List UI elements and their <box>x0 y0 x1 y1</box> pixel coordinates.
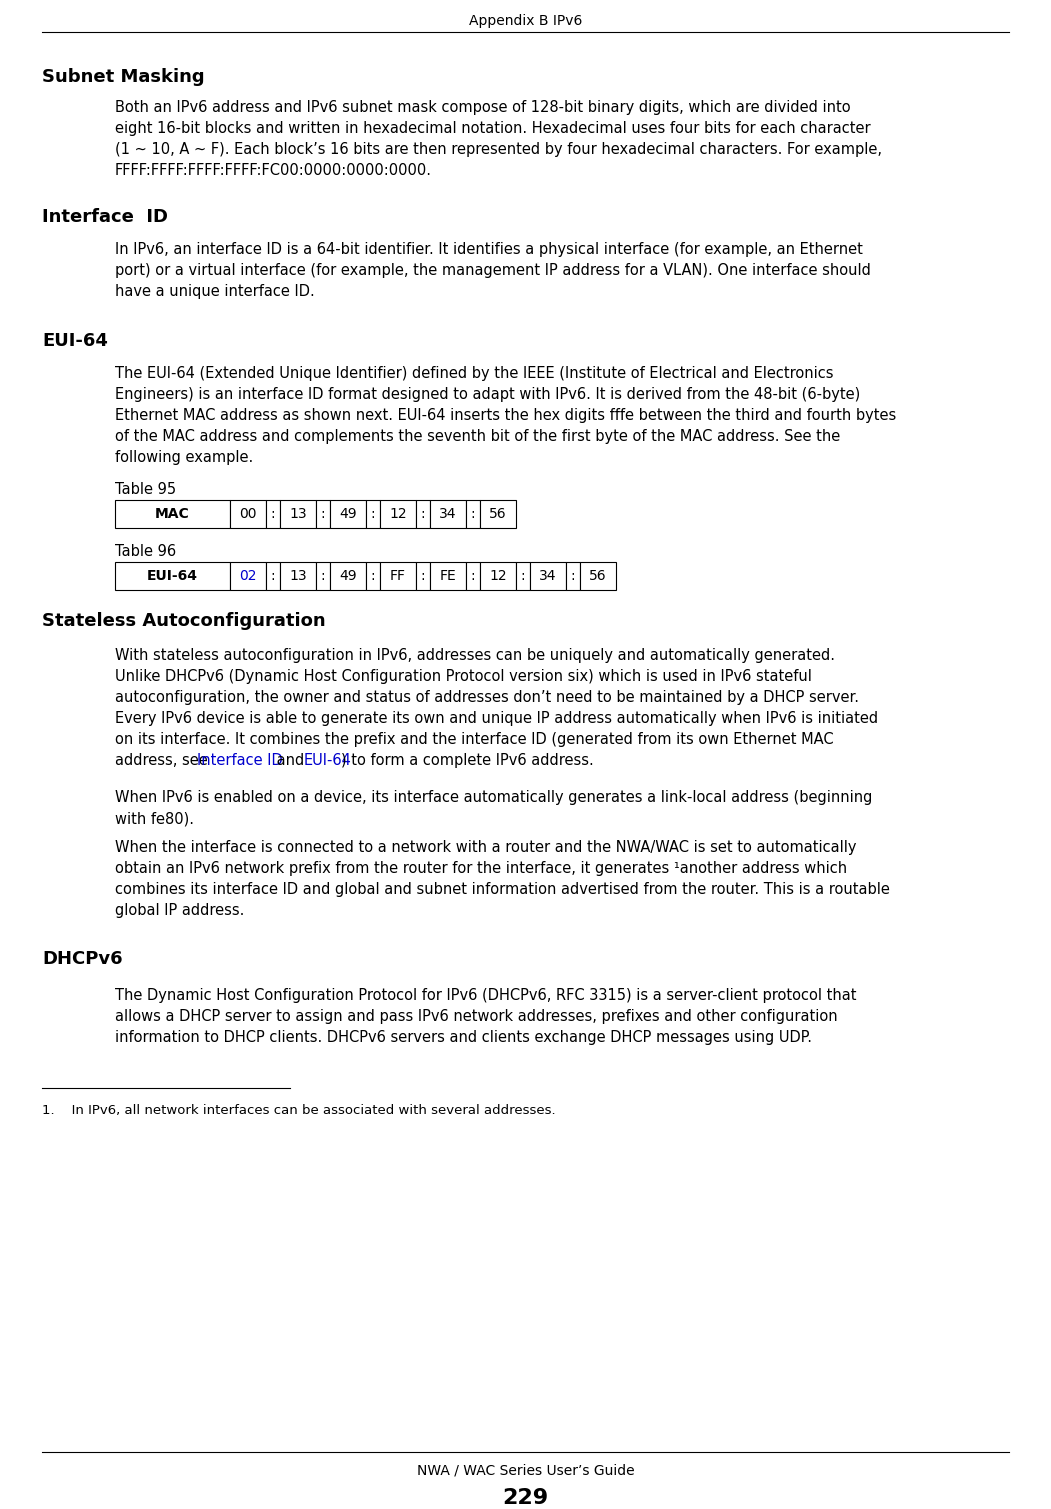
Text: The EUI-64 (Extended Unique Identifier) defined by the IEEE (Institute of Electr: The EUI-64 (Extended Unique Identifier) … <box>115 367 833 380</box>
Text: :: : <box>420 507 426 521</box>
Text: Engineers) is an interface ID format designed to adapt with IPv6. It is derived : Engineers) is an interface ID format des… <box>115 386 861 401</box>
Bar <box>566 561 580 590</box>
Bar <box>230 561 266 590</box>
Text: ) to form a complete IPv6 address.: ) to form a complete IPv6 address. <box>342 753 594 768</box>
Text: NWA / WAC Series User’s Guide: NWA / WAC Series User’s Guide <box>416 1464 635 1477</box>
Text: :: : <box>321 569 326 582</box>
Text: allows a DHCP server to assign and pass IPv6 network addresses, prefixes and oth: allows a DHCP server to assign and pass … <box>115 1010 838 1025</box>
Bar <box>416 561 430 590</box>
Text: 56: 56 <box>590 569 606 582</box>
Text: The Dynamic Host Configuration Protocol for IPv6 (DHCPv6, RFC 3315) is a server-: The Dynamic Host Configuration Protocol … <box>115 988 857 1003</box>
Text: :: : <box>271 569 275 582</box>
Text: EUI-64: EUI-64 <box>304 753 351 768</box>
Text: :: : <box>371 569 375 582</box>
Text: FF: FF <box>390 569 406 582</box>
Text: global IP address.: global IP address. <box>115 902 245 917</box>
Bar <box>330 499 366 528</box>
Bar <box>230 499 266 528</box>
Bar <box>480 499 516 528</box>
Text: :: : <box>471 507 475 521</box>
Bar <box>366 499 380 528</box>
Text: following example.: following example. <box>115 450 253 465</box>
Bar <box>580 561 616 590</box>
Text: Stateless Autoconfiguration: Stateless Autoconfiguration <box>42 613 326 629</box>
Text: autoconfiguration, the owner and status of addresses don’t need to be maintained: autoconfiguration, the owner and status … <box>115 690 859 705</box>
Text: information to DHCP clients. DHCPv6 servers and clients exchange DHCP messages u: information to DHCP clients. DHCPv6 serv… <box>115 1031 812 1046</box>
Text: address, see: address, see <box>115 753 212 768</box>
Text: Interface  ID: Interface ID <box>42 208 168 226</box>
Text: (1 ~ 10, A ~ F). Each block’s 16 bits are then represented by four hexadecimal c: (1 ~ 10, A ~ F). Each block’s 16 bits ar… <box>115 142 882 157</box>
Bar <box>266 561 280 590</box>
Text: eight 16-bit blocks and written in hexadecimal notation. Hexadecimal uses four b: eight 16-bit blocks and written in hexad… <box>115 121 870 136</box>
Text: 02: 02 <box>240 569 256 582</box>
Text: Every IPv6 device is able to generate its own and unique IP address automaticall: Every IPv6 device is able to generate it… <box>115 711 879 726</box>
Text: 1.    In IPv6, all network interfaces can be associated with several addresses.: 1. In IPv6, all network interfaces can b… <box>42 1105 556 1117</box>
Text: Table 96: Table 96 <box>115 545 177 558</box>
Text: :: : <box>520 569 526 582</box>
Text: Subnet Masking: Subnet Masking <box>42 68 205 86</box>
Text: FE: FE <box>439 569 456 582</box>
Text: of the MAC address and complements the seventh bit of the first byte of the MAC : of the MAC address and complements the s… <box>115 429 840 444</box>
Bar <box>280 561 316 590</box>
Text: 49: 49 <box>339 569 356 582</box>
Bar <box>366 561 380 590</box>
Text: 49: 49 <box>339 507 356 521</box>
Bar <box>466 499 480 528</box>
Bar <box>380 499 416 528</box>
Text: obtain an IPv6 network prefix from the router for the interface, it generates ¹a: obtain an IPv6 network prefix from the r… <box>115 862 847 877</box>
Text: and: and <box>272 753 309 768</box>
Text: Both an IPv6 address and IPv6 subnet mask compose of 128-bit binary digits, whic: Both an IPv6 address and IPv6 subnet mas… <box>115 100 850 115</box>
Text: :: : <box>321 507 326 521</box>
Bar <box>280 499 316 528</box>
Text: MAC: MAC <box>156 507 190 521</box>
Text: :: : <box>420 569 426 582</box>
Text: on its interface. It combines the prefix and the interface ID (generated from it: on its interface. It combines the prefix… <box>115 732 833 747</box>
Bar <box>430 561 466 590</box>
Text: combines its interface ID and global and subnet information advertised from the : combines its interface ID and global and… <box>115 881 890 896</box>
Text: 56: 56 <box>489 507 507 521</box>
Text: When the interface is connected to a network with a router and the NWA/WAC is se: When the interface is connected to a net… <box>115 841 857 856</box>
Text: :: : <box>471 569 475 582</box>
Text: 229: 229 <box>502 1488 549 1507</box>
Bar <box>416 499 430 528</box>
Text: Table 95: Table 95 <box>115 481 177 496</box>
Text: 13: 13 <box>289 507 307 521</box>
Bar <box>380 561 416 590</box>
Bar <box>115 561 230 590</box>
Text: 00: 00 <box>240 507 256 521</box>
Bar <box>266 499 280 528</box>
Text: 34: 34 <box>539 569 557 582</box>
Text: 34: 34 <box>439 507 457 521</box>
Text: 12: 12 <box>389 507 407 521</box>
Text: EUI-64: EUI-64 <box>42 332 108 350</box>
Text: port) or a virtual interface (for example, the management IP address for a VLAN): port) or a virtual interface (for exampl… <box>115 263 871 278</box>
Bar <box>115 499 230 528</box>
Text: have a unique interface ID.: have a unique interface ID. <box>115 284 314 299</box>
Bar <box>530 561 566 590</box>
Text: :: : <box>371 507 375 521</box>
Text: Ethernet MAC address as shown next. EUI-64 inserts the hex digits fffe between t: Ethernet MAC address as shown next. EUI-… <box>115 407 897 423</box>
Text: DHCPv6: DHCPv6 <box>42 951 123 967</box>
Text: with fe80).: with fe80). <box>115 810 194 825</box>
Text: Interface ID: Interface ID <box>197 753 283 768</box>
Text: When IPv6 is enabled on a device, its interface automatically generates a link-l: When IPv6 is enabled on a device, its in… <box>115 791 872 804</box>
Bar <box>430 499 466 528</box>
Bar <box>330 561 366 590</box>
Bar <box>516 561 530 590</box>
Bar <box>466 561 480 590</box>
Text: :: : <box>271 507 275 521</box>
Text: :: : <box>571 569 575 582</box>
Bar <box>316 499 330 528</box>
Text: 12: 12 <box>489 569 507 582</box>
Text: Unlike DHCPv6 (Dynamic Host Configuration Protocol version six) which is used in: Unlike DHCPv6 (Dynamic Host Configuratio… <box>115 668 811 684</box>
Text: EUI-64: EUI-64 <box>147 569 198 582</box>
Text: FFFF:FFFF:FFFF:FFFF:FC00:0000:0000:0000.: FFFF:FFFF:FFFF:FFFF:FC00:0000:0000:0000. <box>115 163 432 178</box>
Text: Appendix B IPv6: Appendix B IPv6 <box>469 14 582 29</box>
Bar <box>316 561 330 590</box>
Text: In IPv6, an interface ID is a 64-bit identifier. It identifies a physical interf: In IPv6, an interface ID is a 64-bit ide… <box>115 241 863 257</box>
Text: 13: 13 <box>289 569 307 582</box>
Text: With stateless autoconfiguration in IPv6, addresses can be uniquely and automati: With stateless autoconfiguration in IPv6… <box>115 647 834 662</box>
Bar <box>480 561 516 590</box>
